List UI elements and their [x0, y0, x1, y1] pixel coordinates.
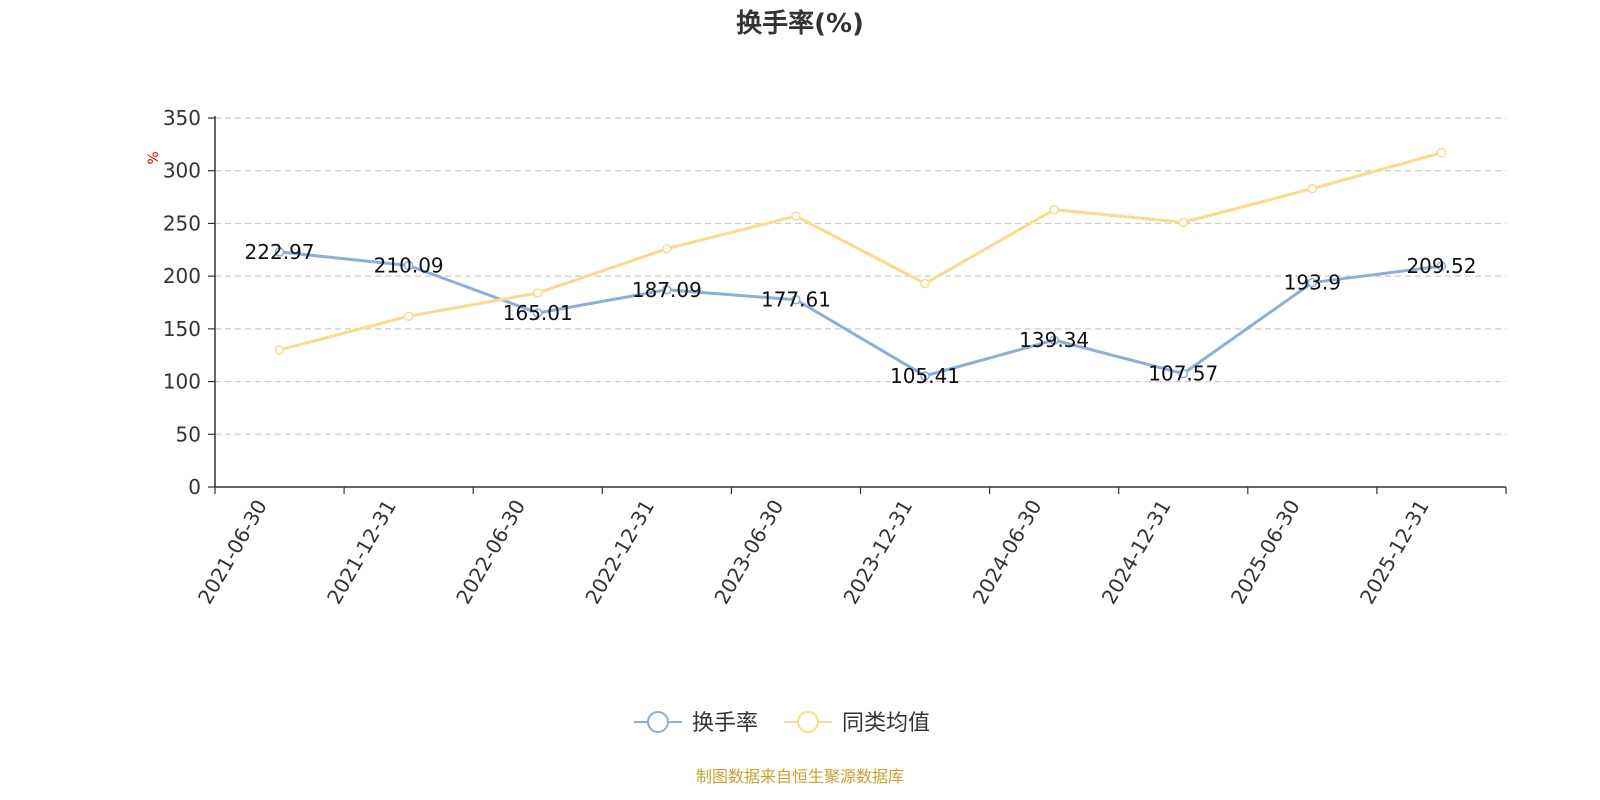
data-point — [1178, 217, 1188, 228]
x-tick-label: 2025-06-30 — [1226, 496, 1305, 609]
x-tick-label: 2021-06-30 — [193, 496, 272, 609]
x-tick-label: 2024-12-31 — [1097, 496, 1176, 609]
series-line-2 — [279, 151, 1442, 352]
y-tick-label: 200 — [163, 264, 201, 288]
x-tick-label: 2022-12-31 — [580, 496, 659, 609]
grid-lines — [215, 117, 1506, 435]
x-tick-label: 2023-12-31 — [838, 496, 917, 609]
data-label: 177.61 — [761, 288, 831, 312]
x-tick-label: 2022-06-30 — [451, 496, 530, 609]
data-point — [1436, 148, 1447, 158]
y-tick-label: 50 — [176, 422, 201, 446]
chart-title: 换手率(%) — [736, 8, 864, 39]
data-point — [1307, 183, 1318, 194]
data-point — [662, 285, 672, 295]
legend[interactable]: 换手率 同类均值 — [634, 711, 930, 736]
data-label: 165.01 — [503, 301, 573, 325]
data-label: 193.9 — [1284, 271, 1341, 295]
x-tick-label: 2025-12-31 — [1355, 496, 1434, 609]
legend-label: 同类均值 — [842, 711, 930, 736]
legend-marker-icon — [797, 711, 819, 733]
data-label: 210.09 — [374, 254, 444, 278]
data-point — [791, 294, 801, 305]
data-point — [403, 311, 414, 321]
data-label: 139.34 — [1019, 328, 1089, 352]
legend-marker-icon — [647, 711, 669, 733]
data-point — [533, 288, 543, 298]
data-point — [1307, 277, 1318, 288]
data-point — [1436, 261, 1447, 271]
y-tick-label: 150 — [163, 317, 201, 341]
x-tick-label: 2021-12-31 — [322, 496, 401, 609]
y-axis-unit: % — [146, 151, 162, 164]
data-point — [274, 345, 285, 355]
data-point — [403, 260, 414, 271]
y-tick-label: 300 — [163, 159, 201, 183]
series-lines — [274, 148, 1447, 381]
legend-label: 换手率 — [692, 711, 758, 736]
data-label: 209.52 — [1406, 254, 1476, 278]
data-labels: 222.97 210.09 165.01 187.09 177.61 105.41 139.… — [245, 240, 1477, 388]
y-tick-label: 100 — [163, 370, 201, 394]
data-source-note: 制图数据来自恒生聚源数据库 — [696, 767, 904, 786]
series-line-1 — [279, 250, 1442, 378]
data-label: 222.97 — [245, 240, 315, 264]
data-point — [1049, 335, 1059, 345]
y-tick-label: 250 — [163, 211, 201, 235]
x-tick-label: 2024-06-30 — [968, 496, 1047, 609]
data-point — [1049, 204, 1059, 215]
data-point — [533, 308, 543, 318]
data-label: 187.09 — [632, 278, 702, 302]
legend-item-2[interactable]: 同类均值 — [784, 711, 930, 736]
legend-item-1[interactable]: 换手率 — [634, 711, 758, 736]
x-tick-label: 2023-06-30 — [709, 496, 788, 609]
data-point — [662, 243, 672, 254]
y-tick-label: 0 — [188, 475, 201, 499]
data-label: 107.57 — [1148, 362, 1218, 386]
data-point — [791, 211, 801, 221]
data-point — [1178, 368, 1188, 379]
y-tick-label: 350 — [163, 106, 201, 130]
data-point — [920, 278, 930, 289]
data-point — [920, 371, 930, 381]
data-label: 105.41 — [890, 364, 960, 388]
data-point — [274, 247, 285, 257]
axes: 0 50 100 150 200 250 300 350 2021-06-30 2021-12-3… — [163, 106, 1507, 609]
